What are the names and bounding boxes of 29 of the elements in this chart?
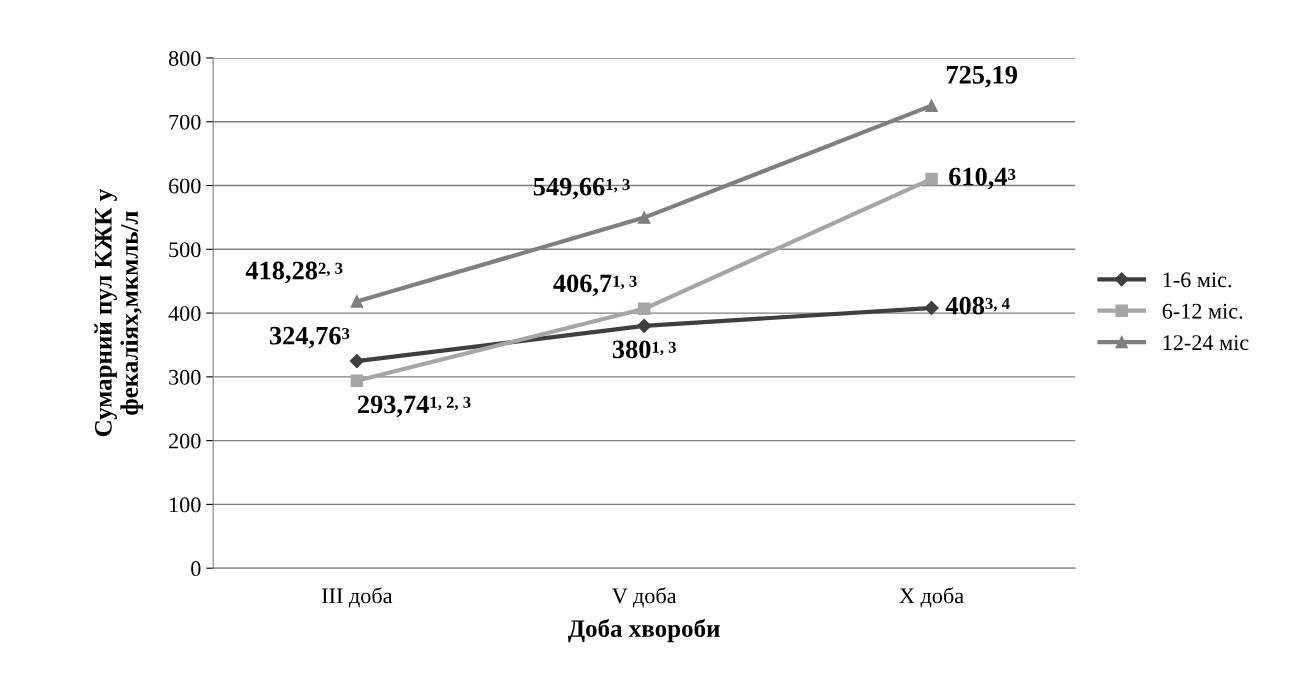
point [637, 302, 651, 316]
legend-label: 6-12 міс. [1162, 303, 1243, 319]
y-tick-label: 0 [191, 561, 201, 577]
point [350, 374, 364, 388]
point [637, 318, 652, 333]
legend-label: 12-24 міс [1163, 335, 1249, 351]
point [924, 300, 939, 316]
x-axis-title: Доба хвороби [568, 618, 720, 643]
point [350, 295, 364, 308]
y-tick-label: 200 [169, 433, 201, 449]
data-label: 4083, 4 [945, 296, 1010, 315]
y-tick-label: 600 [169, 178, 201, 194]
y-axis-title: Сумарний пул КЖК у фекаліях,мкмль/л [94, 189, 144, 437]
data-label: 3801, 3 [612, 340, 676, 359]
point [925, 99, 938, 112]
y-tick-label: 700 [169, 114, 201, 130]
y-tick-label: 800 [168, 50, 201, 66]
y-tick-label: 100 [170, 497, 201, 513]
data-label: 725,19 [946, 65, 1018, 88]
y-tick-label: 300 [169, 369, 201, 385]
y-tick-label: 400 [168, 306, 201, 321]
legend-label: 1-6 міс. [1163, 272, 1232, 288]
point [637, 211, 651, 224]
x-tick-label: X доба [899, 587, 964, 608]
x-tick-label: III доба [321, 587, 393, 608]
point [925, 172, 938, 186]
x-tick-label: V доба [612, 587, 677, 608]
point [349, 353, 364, 369]
y-tick-label: 500 [169, 242, 201, 258]
